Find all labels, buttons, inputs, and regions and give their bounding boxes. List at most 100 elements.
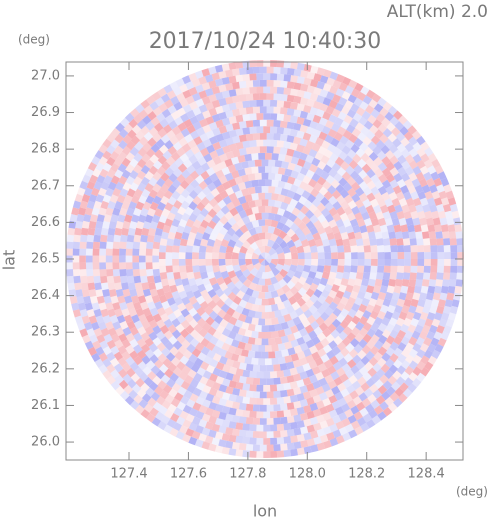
radar-cell bbox=[119, 269, 127, 277]
radar-cell bbox=[200, 289, 210, 299]
radar-cell bbox=[305, 140, 315, 150]
radar-cell bbox=[321, 140, 331, 150]
radar-cell bbox=[256, 371, 264, 379]
radar-cell bbox=[180, 128, 191, 138]
radar-cell bbox=[421, 184, 431, 194]
radar-cell bbox=[166, 418, 177, 428]
radar-cell bbox=[256, 384, 264, 392]
radar-cell bbox=[449, 272, 457, 280]
radar-cell bbox=[215, 390, 224, 399]
radar-cell bbox=[438, 190, 448, 200]
radar-cell bbox=[188, 154, 198, 165]
radar-cell bbox=[415, 231, 423, 239]
radar-cell bbox=[302, 377, 312, 386]
radar-cell bbox=[182, 404, 192, 414]
radar-cell bbox=[66, 241, 74, 249]
radar-cell bbox=[382, 298, 392, 307]
radar-cell bbox=[207, 288, 217, 298]
radar-cell bbox=[228, 62, 237, 70]
radar-cell bbox=[195, 166, 205, 176]
radar-cell bbox=[122, 181, 132, 192]
radar-cell bbox=[347, 149, 357, 159]
radar-cell bbox=[106, 133, 116, 143]
radar-cell bbox=[328, 301, 338, 311]
radar-cell bbox=[268, 338, 276, 346]
radar-cell bbox=[273, 146, 281, 154]
radar-cell bbox=[263, 371, 271, 379]
radar-cell bbox=[82, 334, 91, 344]
radar-cell bbox=[156, 112, 166, 123]
radar-cell bbox=[160, 231, 169, 240]
radar-cell bbox=[224, 336, 234, 346]
radar-cell bbox=[226, 307, 236, 317]
radar-cell bbox=[232, 245, 241, 254]
radar-cell bbox=[403, 191, 412, 201]
radar-cell bbox=[237, 168, 246, 177]
radar-cell bbox=[383, 265, 391, 273]
radar-cell bbox=[346, 384, 356, 394]
radar-cell bbox=[132, 262, 140, 270]
radar-cell bbox=[392, 370, 402, 380]
radar-cell bbox=[310, 444, 319, 453]
radar-cell bbox=[408, 305, 417, 314]
radar-cell bbox=[121, 282, 129, 291]
radar-cell bbox=[167, 324, 177, 334]
radar-cell bbox=[398, 115, 408, 125]
radar-cell bbox=[393, 224, 402, 233]
radar-cell bbox=[152, 375, 162, 386]
radar-cell bbox=[199, 245, 207, 253]
radar-cell bbox=[322, 328, 332, 338]
radar-cell bbox=[215, 431, 224, 440]
radar-cell bbox=[119, 207, 128, 217]
radar-cell bbox=[382, 407, 393, 417]
radar-cell bbox=[174, 351, 184, 361]
radar-cell bbox=[238, 80, 247, 89]
radar-cell bbox=[74, 315, 84, 325]
radar-cell bbox=[259, 431, 267, 439]
radar-cell bbox=[261, 325, 269, 332]
radar-cell bbox=[265, 179, 272, 187]
radar-cell bbox=[299, 138, 308, 147]
radar-cell bbox=[179, 179, 190, 190]
radar-cell bbox=[129, 170, 139, 180]
radar-cell bbox=[368, 409, 378, 419]
radar-cell bbox=[238, 362, 247, 371]
radar-cell bbox=[86, 181, 96, 190]
radar-cell bbox=[336, 313, 346, 323]
radar-cell bbox=[369, 345, 380, 356]
radar-cell bbox=[169, 205, 179, 215]
radar-cell bbox=[221, 90, 230, 99]
radar-cell bbox=[453, 292, 461, 301]
radar-cell bbox=[225, 372, 234, 381]
radar-cell bbox=[381, 191, 391, 201]
radar-cell bbox=[248, 213, 257, 222]
radar-cell bbox=[74, 227, 82, 236]
radar-cell bbox=[356, 218, 366, 227]
radar-cell bbox=[228, 434, 237, 443]
radar-cell bbox=[98, 187, 107, 197]
radar-cell bbox=[218, 384, 228, 393]
radar-cell bbox=[238, 402, 247, 411]
radar-cell bbox=[259, 132, 267, 140]
radar-cell bbox=[376, 238, 384, 246]
radar-cell bbox=[419, 343, 429, 353]
radar-cell bbox=[241, 174, 250, 183]
radar-cell bbox=[423, 171, 433, 181]
radar-cell bbox=[179, 410, 189, 420]
radar-cell bbox=[284, 218, 294, 228]
radar-cell bbox=[142, 142, 152, 152]
radar-cell bbox=[190, 179, 200, 189]
radar-cell bbox=[175, 78, 185, 88]
radar-cell bbox=[290, 156, 300, 165]
radar-cell bbox=[268, 212, 276, 221]
radar-cell bbox=[357, 158, 367, 169]
radar-cell bbox=[401, 305, 410, 314]
radar-cell bbox=[261, 338, 269, 346]
radar-cell bbox=[205, 116, 215, 125]
radar-cell bbox=[244, 315, 253, 324]
radar-cell bbox=[90, 214, 99, 223]
radar-cell bbox=[420, 224, 429, 233]
radar-cell bbox=[148, 343, 159, 353]
radar-cell bbox=[75, 220, 83, 229]
radar-cell bbox=[354, 309, 365, 319]
